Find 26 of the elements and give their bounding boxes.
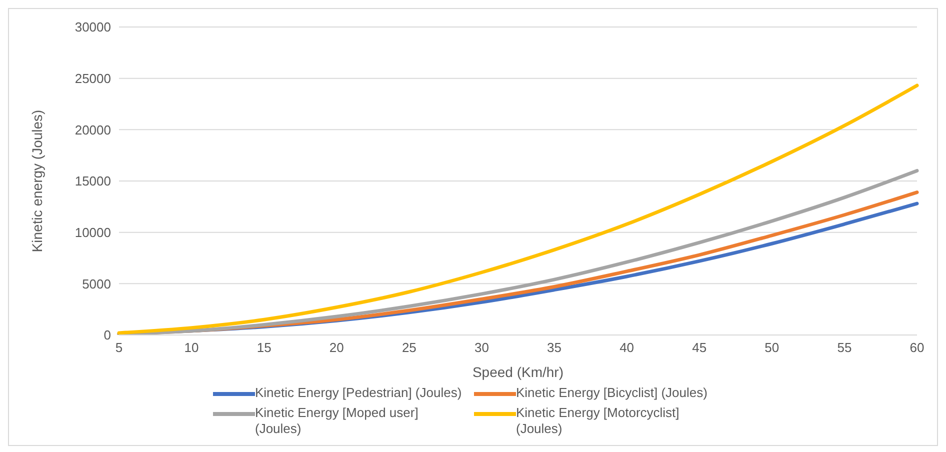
x-tick-label: 30 (474, 340, 489, 356)
x-tick-label: 25 (402, 340, 416, 356)
y-tick-label: 15000 (74, 174, 111, 189)
x-tick-label: 50 (764, 340, 780, 356)
y-tick-label: 30000 (74, 20, 111, 35)
y-tick-label: 25000 (74, 70, 111, 86)
x-tick-label: 55 (837, 340, 852, 356)
y-tick-label: 10000 (74, 224, 111, 240)
x-tick-label: 10 (184, 340, 199, 356)
line-series (117, 84, 919, 335)
x-tick-label: 45 (692, 340, 707, 356)
x-tick-label: 35 (547, 340, 562, 356)
x-axis-title: Speed (Km/hr) (472, 364, 564, 380)
legend-label: Kinetic Energy [Motorcyclist] (Joules) (516, 405, 680, 437)
legend-label: Kinetic Energy [Pedestrian] (Joules) (255, 385, 462, 401)
y-tick-label: 5000 (82, 276, 111, 292)
y-axis-title: Kinetic energy (Joules) (28, 110, 45, 252)
legend-label: Kinetic Energy [Moped user] (Joules) (255, 405, 420, 437)
x-tick-label: 20 (329, 340, 344, 356)
legend-label: Kinetic Energy [Bicyclist] (Joules) (516, 385, 708, 401)
x-tick-label: 5 (115, 340, 123, 356)
y-tick-label: 0 (104, 328, 111, 343)
x-tick-label: 40 (620, 340, 634, 356)
x-tick-label: 60 (910, 340, 924, 356)
y-tick-label: 20000 (74, 122, 111, 138)
x-tick-label: 15 (256, 340, 272, 356)
